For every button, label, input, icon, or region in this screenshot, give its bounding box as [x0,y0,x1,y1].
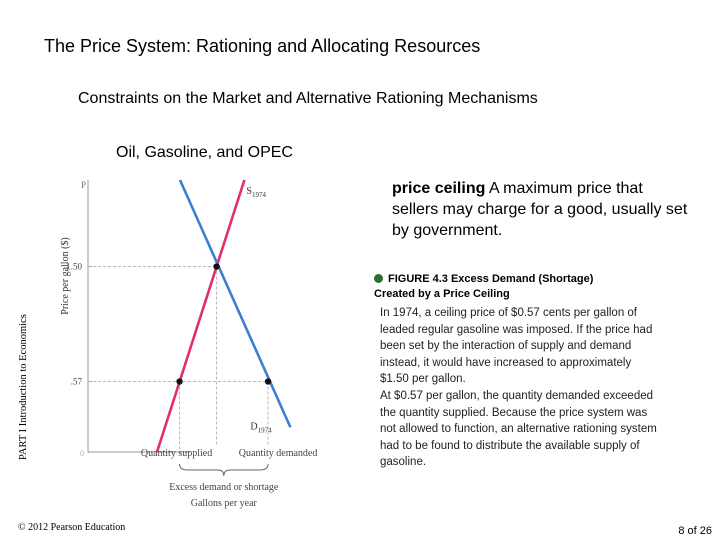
chart-series [155,179,292,453]
chart-labels: S1974 D1974 Quantity supplied Quantity dema… [141,186,340,509]
chart-guides [88,266,269,452]
demand-curve-label: D1974 [250,421,272,434]
shortage-label: Excess demand or shortage [169,482,279,493]
annotation-backdrop [189,446,340,458]
chart-points [176,263,272,385]
figure-body-paragraph-1: In 1974, a ceiling price of $0.57 cents … [380,307,653,386]
figure-bullet-icon [374,274,383,283]
slide-subtitle: Constraints on the Market and Alternativ… [78,90,538,107]
series-line-S1974 [155,179,246,453]
copyright: © 2012 Pearson Education [18,522,126,533]
quantity-demanded-label: Quantity demanded [239,448,318,459]
point-0 [213,263,220,270]
figure-caption-line-1: Excess Demand (Shortage) [450,273,594,285]
figure-body: In 1974, a ceiling price of $0.57 cents … [380,305,660,471]
y-axis-title: Price per gallon ($) [60,237,71,314]
figure-body-paragraph-2: At $0.57 per gallon, the quantity demand… [380,389,657,469]
figure-caption: FIGURE 4.3 Excess Demand (Shortage) Crea… [374,272,694,302]
figure-caption-line-2: Created by a Price Ceiling [374,288,510,300]
price-ceiling-chart: PQ0Price per gallon ($)1.50.57 S1974D197… [60,179,340,509]
chart-axes: PQ0Price per gallon ($)1.50.57 [60,180,330,459]
supply-curve-label: S1974 [246,186,266,199]
definition-term: price ceiling [392,180,486,197]
origin-label: 0 [80,449,84,458]
figure-label: FIGURE 4.3 [388,273,448,285]
section-heading: Oil, Gasoline, and OPEC [116,144,293,161]
point-1 [176,378,183,385]
quantity-supplied-label: Quantity supplied [141,448,212,459]
slide-title: The Price System: Rationing and Allocati… [44,36,481,56]
series-line-D1974 [178,179,292,428]
y-tick-label-1: .57 [71,377,83,387]
x-axis-title: Gallons per year [191,498,258,509]
definition-text: A maximum price that sellers may charge … [392,180,688,239]
y-axis-end-label: P [81,180,86,190]
definition-block: price ceiling A maximum price that selle… [392,178,692,241]
y-tick-label-0: 1.50 [66,262,82,272]
page-number: 8 of 26 [678,525,712,537]
shortage-brace [179,463,269,477]
point-2 [264,378,272,385]
